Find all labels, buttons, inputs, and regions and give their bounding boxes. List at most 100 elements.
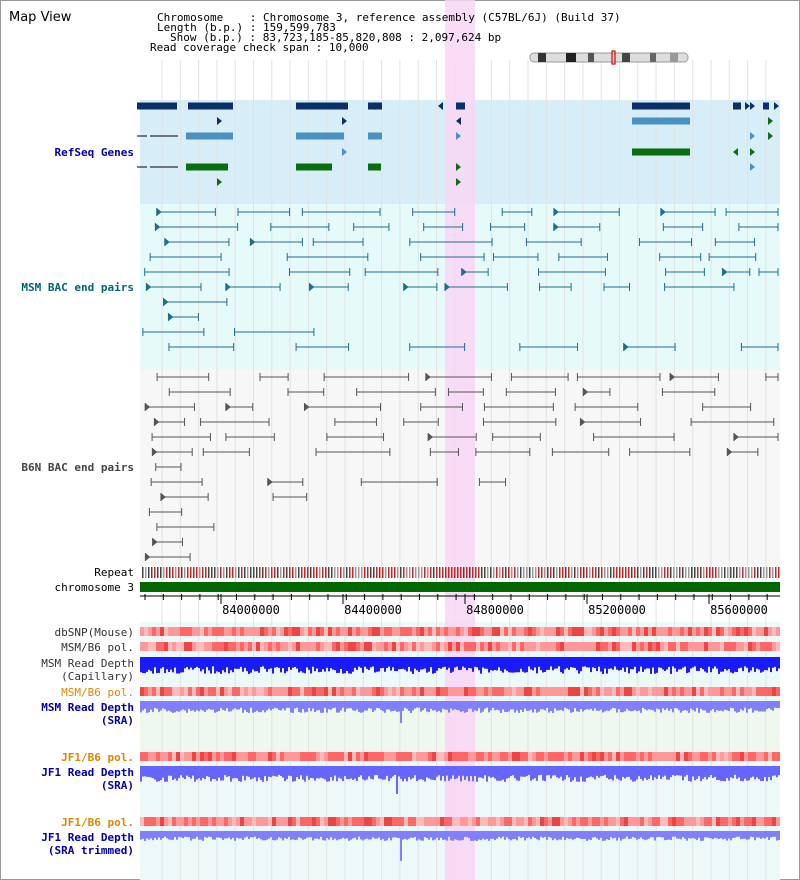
polymorphism-stripe (152, 687, 156, 696)
polymorphism-stripe (616, 627, 620, 636)
polymorphism-stripe (392, 752, 396, 761)
repeat-mark (460, 567, 462, 578)
track-label-refseq[interactable]: RefSeq Genes (54, 146, 134, 159)
read-depth-bar (636, 701, 638, 712)
read-depth-bar (240, 831, 242, 839)
track-label-jf1-depth-trimmed: JF1 Read Depth (SRA trimmed) (41, 831, 134, 857)
read-depth-bar (146, 766, 148, 777)
b6n-bac-pair-arrow (154, 418, 160, 426)
polymorphism-stripe (496, 687, 500, 696)
polymorphism-stripe (496, 817, 500, 826)
read-depth-bar (758, 701, 760, 712)
read-depth-bar (732, 766, 734, 779)
polymorphism-stripe (208, 817, 212, 826)
read-depth-bar (694, 831, 696, 839)
read-depth-bar (368, 701, 370, 709)
repeat-mark (517, 567, 519, 578)
read-depth-bar (228, 657, 230, 674)
read-depth-bar (224, 657, 226, 673)
read-depth-bar (564, 831, 566, 840)
read-depth-bar (640, 766, 642, 779)
repeat-mark (577, 567, 579, 578)
read-depth-bar (708, 701, 710, 713)
read-depth-bar (694, 766, 696, 781)
read-depth-bar (484, 831, 486, 840)
repeat-mark (343, 567, 345, 578)
polymorphism-stripe (772, 687, 776, 696)
polymorphism-stripe (212, 627, 216, 636)
read-depth-bar (514, 657, 516, 673)
repeat-mark (310, 567, 312, 578)
repeat-mark (493, 567, 495, 578)
read-depth-bar (190, 831, 192, 841)
read-depth-bar (610, 701, 612, 710)
read-depth-bar (404, 831, 406, 839)
repeat-mark (406, 567, 408, 578)
read-depth-bar (358, 831, 360, 837)
polymorphism-stripe (764, 642, 768, 651)
track-label-b6n-bac[interactable]: B6N BAC end pairs (21, 461, 134, 474)
polymorphism-stripe (696, 752, 700, 761)
read-depth-bar (732, 831, 734, 838)
b6n-bac-pair-arrow (583, 388, 589, 396)
read-depth-bar (476, 701, 478, 712)
chromosome-ideogram[interactable] (529, 50, 689, 65)
polymorphism-stripe (700, 687, 704, 696)
read-depth-bar (632, 701, 634, 712)
polymorphism-stripe (712, 752, 716, 761)
polymorphism-stripe (204, 817, 208, 826)
polymorphism-stripe (644, 627, 648, 636)
polymorphism-stripe (316, 687, 320, 696)
polymorphism-stripe (732, 752, 736, 761)
polymorphism-stripe (160, 627, 164, 636)
polymorphism-stripe (204, 752, 208, 761)
polymorphism-stripe (480, 642, 484, 651)
polymorphism-stripe (364, 752, 368, 761)
read-depth-bar (362, 766, 364, 780)
polymorphism-stripe (688, 817, 692, 826)
repeat-mark (751, 567, 753, 578)
polymorphism-stripe (636, 817, 640, 826)
read-depth-bar (408, 701, 410, 711)
polymorphism-stripe (236, 687, 240, 696)
read-depth-bar (266, 831, 268, 840)
read-depth-bar (584, 831, 586, 839)
read-depth-bar (626, 766, 628, 777)
read-depth-bar (684, 766, 686, 777)
polymorphism-stripe (544, 817, 548, 826)
read-depth-bar (552, 766, 554, 776)
repeat-mark (655, 567, 657, 578)
read-depth-bar (658, 701, 660, 710)
polymorphism-stripe (740, 817, 744, 826)
track-label-msm-bac[interactable]: MSM BAC end pairs (21, 281, 134, 294)
read-depth-bar (580, 657, 582, 672)
read-depth-bar (420, 657, 422, 670)
read-depth-bar (178, 657, 180, 674)
read-depth-bar (324, 831, 326, 841)
read-depth-bar (572, 831, 574, 840)
read-depth-bar (510, 701, 512, 710)
read-depth-bar (428, 701, 430, 713)
read-depth-bar (358, 701, 360, 712)
read-depth-bar (620, 831, 622, 841)
polymorphism-stripe (444, 687, 448, 696)
read-depth-bar (760, 766, 762, 781)
repeat-mark (739, 567, 741, 578)
polymorphism-stripe (532, 817, 536, 826)
read-depth-bar (186, 831, 188, 838)
b6n-bac-pair-arrow (145, 403, 151, 411)
polymorphism-stripe (408, 687, 412, 696)
polymorphism-stripe (576, 817, 580, 826)
polymorphism-stripe (616, 687, 620, 696)
polymorphism-stripe (180, 817, 184, 826)
read-depth-bar (564, 701, 566, 708)
polymorphism-stripe (400, 627, 404, 636)
read-depth-bar (436, 831, 438, 838)
polymorphism-stripe (328, 687, 332, 696)
polymorphism-stripe (292, 817, 296, 826)
read-depth-bar (722, 657, 724, 672)
track-label-jf1-b6-pol-2: JF1/B6 pol. (61, 816, 134, 829)
read-depth-bar (620, 657, 622, 670)
read-depth-bar (414, 657, 416, 669)
